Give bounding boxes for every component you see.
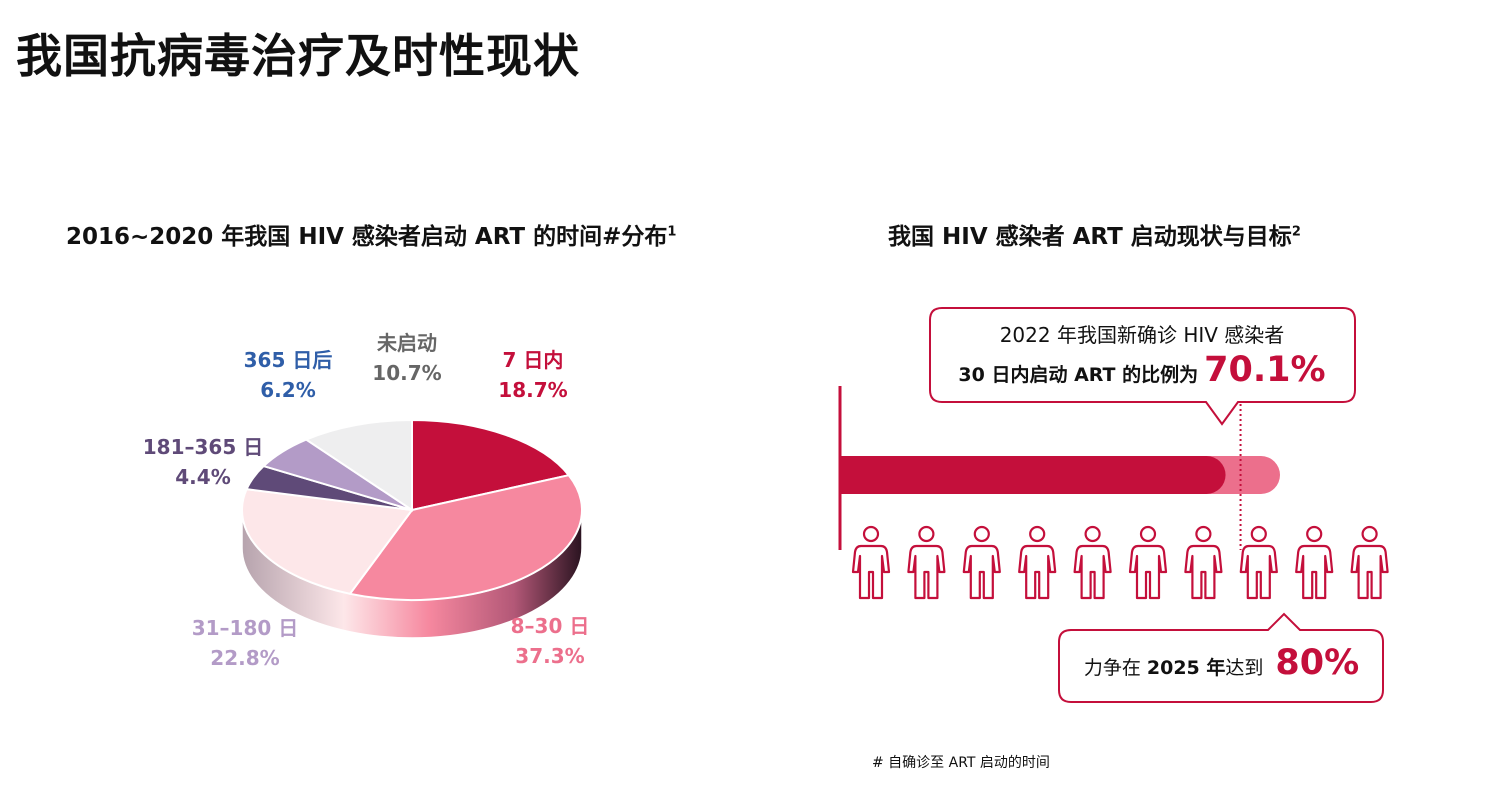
page-title: 我国抗病毒治疗及时性现状 xyxy=(16,29,580,83)
pie-chart-title-text: 2016~2020 年我国 HIV 感染者启动 ART 的时间#分布 xyxy=(66,224,668,250)
pie-label-365days-after: 365 日后 6.2% xyxy=(232,345,344,405)
pie-label-31-180days-name: 31–180 日 xyxy=(191,616,299,640)
person-icon xyxy=(1018,525,1057,600)
footnote: # 自确诊至 ART 启动的时间 xyxy=(872,755,1050,771)
bar-chart xyxy=(838,307,1389,703)
callout-current-box xyxy=(929,307,1356,426)
callout-target: 力争在 2025 年达到 80% xyxy=(1059,621,1384,703)
current-percent-value: 70.1% xyxy=(1204,350,1326,390)
pie-label-not-started-value: 10.7% xyxy=(372,361,442,385)
bar-chart-title-sup: 2 xyxy=(1291,224,1301,240)
pie-label-181-365days-value: 4.4% xyxy=(175,465,231,489)
target-prefix: 力争在 xyxy=(1083,657,1147,679)
callout-current: 2022 年我国新确诊 HIV 感染者 30 日内启动 ART 的比例为 70.1… xyxy=(929,307,1355,403)
person-icon xyxy=(1184,525,1223,600)
pie-label-7days-name: 7 日内 xyxy=(502,348,564,372)
pie-slice-31-180days xyxy=(241,488,414,595)
person-icon xyxy=(962,525,1001,600)
current-bar xyxy=(840,456,1226,494)
pie-label-7days-value: 18.7% xyxy=(498,378,568,402)
pie-label-31-180days: 31–180 日 22.8% xyxy=(177,613,313,673)
person-icon xyxy=(1128,525,1168,600)
person-icon xyxy=(1073,525,1112,600)
pie-label-not-started-name: 未启动 xyxy=(377,331,437,355)
pie-label-not-started: 未启动 10.7% xyxy=(355,328,459,388)
pie-slice-7days xyxy=(411,418,571,512)
pie-chart xyxy=(241,418,583,639)
target-suffix: 达到 xyxy=(1225,657,1264,679)
person-icon xyxy=(1295,525,1334,600)
person-icon xyxy=(1239,525,1278,600)
person-icon xyxy=(1350,525,1389,600)
bar-chart-title-text: 我国 HIV 感染者 ART 启动现状与目标 xyxy=(888,224,1292,250)
pie-chart-title: 2016~2020 年我国 HIV 感染者启动 ART 的时间#分布1 xyxy=(66,217,676,251)
pie-label-8-30days-name: 8–30 日 xyxy=(510,614,590,638)
pie-label-8-30days-value: 37.3% xyxy=(515,644,585,668)
pie-label-8-30days: 8–30 日 37.3% xyxy=(490,611,610,671)
pie-label-365days-after-value: 6.2% xyxy=(260,378,316,402)
pie-label-181-365days-name: 181–365 日 xyxy=(142,435,264,459)
bar-chart-title: 我国 HIV 感染者 ART 启动现状与目标2 xyxy=(888,217,1301,251)
pie-slice-not-started xyxy=(304,418,413,512)
pie-top xyxy=(241,418,583,601)
people-icons xyxy=(851,525,1389,600)
target-year: 2025 年 xyxy=(1146,657,1226,679)
target-percent-value: 80% xyxy=(1275,643,1360,683)
pie-label-31-180days-value: 22.8% xyxy=(210,646,280,670)
person-icon xyxy=(851,525,891,600)
person-icon xyxy=(907,525,946,600)
pie-label-7days: 7 日内 18.7% xyxy=(478,345,588,405)
callout-current-line1: 2022 年我国新确诊 HIV 感染者 xyxy=(999,323,1285,347)
callout-target-line: 力争在 2025 年达到 80% xyxy=(1059,643,1384,683)
callout-current-line2: 30 日内启动 ART 的比例为 70.1% xyxy=(929,350,1355,390)
pie-label-365days-after-name: 365 日后 xyxy=(243,348,333,372)
callout-current-line2-text: 30 日内启动 ART 的比例为 xyxy=(958,364,1199,386)
bar-area xyxy=(840,404,1280,550)
callout-target-box xyxy=(1058,612,1384,703)
pie-label-181-365days: 181–365 日 4.4% xyxy=(128,432,278,492)
pie-chart-title-sup: 1 xyxy=(667,224,677,240)
pie-slice-8-30days xyxy=(348,474,583,601)
